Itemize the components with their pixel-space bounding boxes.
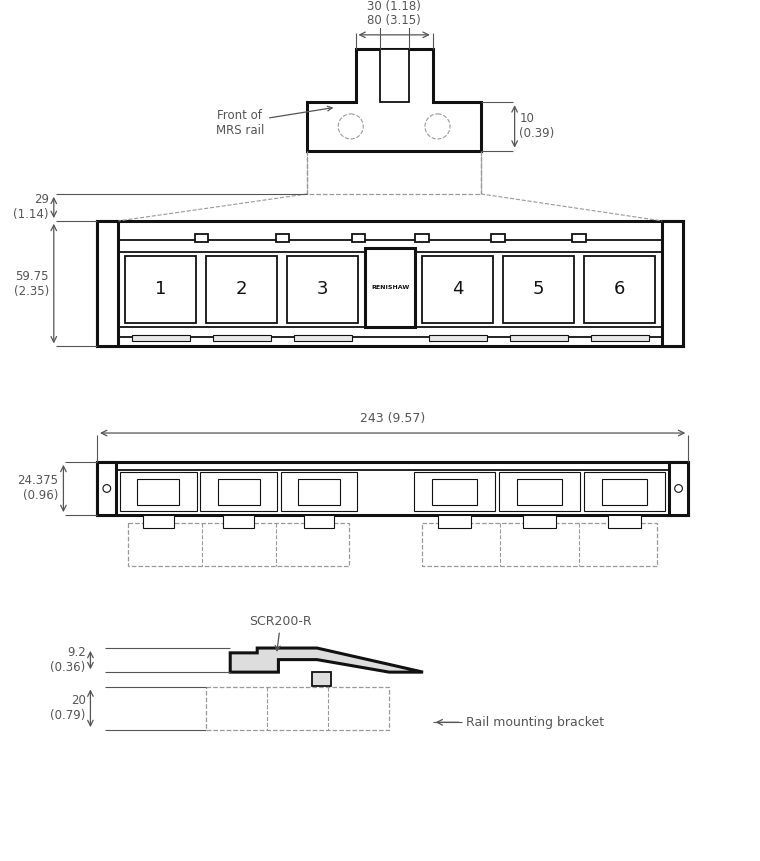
Text: 2: 2	[236, 281, 248, 299]
Bar	[206, 256, 277, 323]
Bar	[415, 234, 429, 242]
Bar	[206, 686, 389, 730]
Text: 1: 1	[155, 281, 166, 299]
Text: RENISHAW: RENISHAW	[371, 285, 410, 290]
Text: SCR200-R: SCR200-R	[249, 615, 312, 651]
Bar	[591, 335, 648, 342]
Text: 243 (9.57): 243 (9.57)	[360, 412, 426, 425]
Text: 80 (3.15): 80 (3.15)	[367, 14, 421, 28]
Text: Front of
MRS rail: Front of MRS rail	[216, 106, 332, 137]
Polygon shape	[307, 49, 481, 151]
Text: 29
(1.14): 29 (1.14)	[14, 194, 49, 221]
Text: 6: 6	[614, 281, 625, 299]
Bar	[120, 472, 197, 511]
Bar	[97, 221, 119, 346]
Bar	[429, 335, 486, 342]
Bar	[584, 472, 665, 511]
Bar	[132, 335, 190, 342]
Polygon shape	[230, 648, 423, 672]
Text: 20
(0.79): 20 (0.79)	[50, 694, 86, 722]
Bar	[307, 151, 481, 194]
Text: 10
(0.39): 10 (0.39)	[519, 113, 555, 140]
Bar	[439, 515, 470, 529]
Bar	[572, 234, 586, 242]
Bar	[669, 462, 689, 515]
Bar	[414, 472, 495, 511]
Text: 5: 5	[533, 281, 544, 299]
Bar	[97, 462, 116, 515]
Bar	[276, 234, 289, 242]
Bar	[584, 256, 655, 323]
Bar	[523, 515, 556, 529]
Bar	[294, 335, 352, 342]
Bar	[499, 472, 580, 511]
Bar	[422, 256, 493, 323]
Bar	[352, 234, 366, 242]
Text: 4: 4	[452, 281, 464, 299]
Bar	[280, 472, 357, 511]
Bar	[303, 515, 334, 529]
Bar	[195, 234, 208, 242]
Bar	[422, 523, 657, 566]
Polygon shape	[312, 672, 331, 685]
Text: 24.375
(0.96): 24.375 (0.96)	[17, 474, 59, 503]
Bar	[287, 256, 359, 323]
Bar	[602, 480, 647, 505]
Bar	[201, 472, 277, 511]
Bar	[608, 515, 641, 529]
Bar	[432, 480, 477, 505]
Bar	[138, 480, 179, 505]
Text: Rail mounting bracket: Rail mounting bracket	[467, 715, 604, 728]
Bar	[366, 248, 415, 327]
Bar	[97, 462, 689, 515]
Bar	[128, 523, 350, 566]
Text: 59.75
(2.35): 59.75 (2.35)	[14, 269, 49, 298]
Bar	[298, 480, 340, 505]
Bar	[217, 480, 260, 505]
Bar	[662, 221, 683, 346]
Bar	[97, 221, 683, 346]
Bar	[143, 515, 174, 529]
Bar	[517, 480, 562, 505]
Bar	[213, 335, 271, 342]
Text: 9.2
(0.36): 9.2 (0.36)	[50, 646, 86, 674]
Bar	[503, 256, 575, 323]
Text: 3: 3	[317, 281, 328, 299]
Bar	[223, 515, 254, 529]
Bar	[380, 49, 409, 102]
Bar	[492, 234, 505, 242]
Text: 30 (1.18): 30 (1.18)	[367, 0, 421, 13]
Bar	[125, 256, 197, 323]
Bar	[510, 335, 568, 342]
